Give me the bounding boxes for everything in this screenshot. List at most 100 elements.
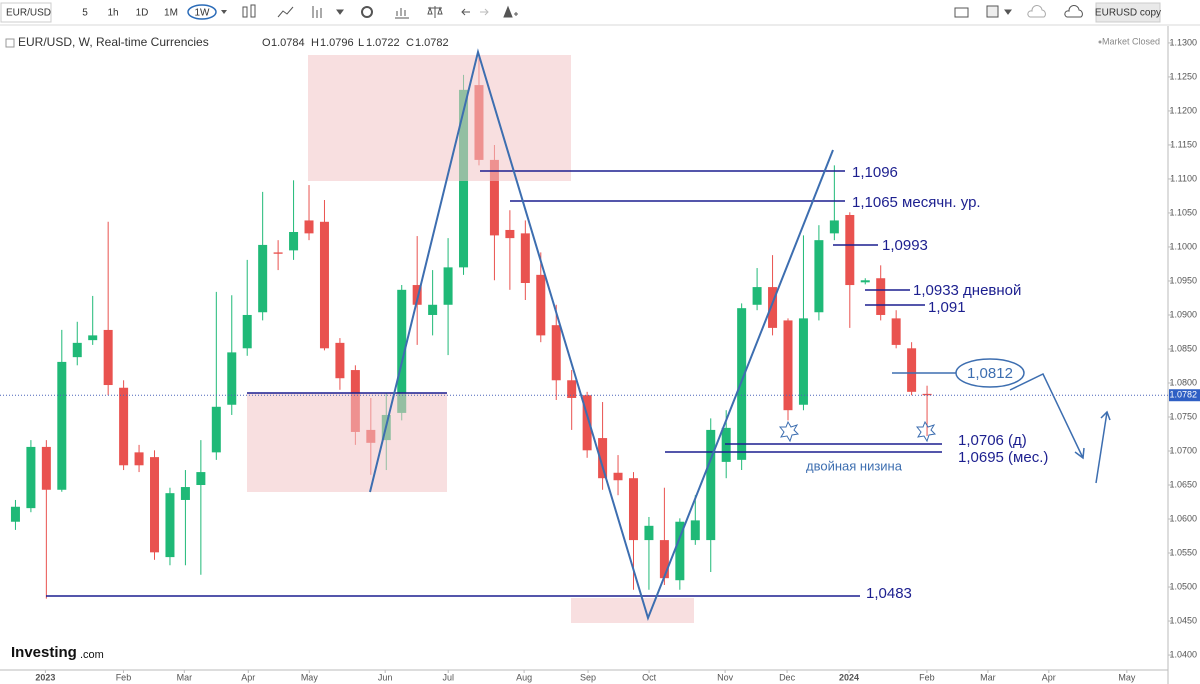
layout-box[interactable] <box>1095 2 1161 23</box>
level-labels: 1,1096 1,1065 месячн. ур. 1,0993 1,0933 … <box>806 164 1048 602</box>
y-tick-label: 1.0850 <box>1169 343 1197 353</box>
symbol[interactable]: EUR/USD <box>6 8 51 19</box>
y-tick-label: 1.0950 <box>1169 275 1197 285</box>
y-tick-label: 1.1100 <box>1170 173 1197 183</box>
y-tick-label: 1.0700 <box>1169 445 1197 455</box>
marker <box>915 420 937 443</box>
candle-body <box>860 280 870 283</box>
candle-body <box>26 446 36 509</box>
symbol-box[interactable] <box>0 2 52 23</box>
logo-name: Investing <box>11 644 77 661</box>
level-label: 1,0706 (д) <box>958 432 1027 449</box>
ohlc-key: C <box>406 37 414 49</box>
marker <box>778 420 800 443</box>
candle-body <box>567 380 577 398</box>
candle-body <box>520 233 530 284</box>
level-label: 1,0812 <box>967 365 1013 382</box>
icon-indicators[interactable] <box>395 8 409 19</box>
icon-candles[interactable] <box>250 4 256 18</box>
candle-body <box>412 285 422 305</box>
x-tick-label: Sep <box>580 672 596 682</box>
candle-body <box>536 274 546 336</box>
level-label: 1,0695 (мес.) <box>958 449 1048 466</box>
candle-body <box>721 427 731 462</box>
icon-compare[interactable] <box>427 6 443 18</box>
icon-line[interactable] <box>277 6 294 18</box>
interval[interactable]: 1W <box>195 8 211 19</box>
interval[interactable]: 5 <box>82 8 88 19</box>
layout-name[interactable]: EURUSD copy <box>1095 8 1161 19</box>
dropdown[interactable] <box>336 9 344 15</box>
icon-cloud-save[interactable] <box>1064 4 1083 18</box>
icon-candles[interactable] <box>242 6 248 18</box>
icon-alert[interactable] <box>503 5 518 18</box>
dropdown[interactable] <box>221 10 227 14</box>
level-ellipse <box>955 358 1025 388</box>
interval[interactable]: 1h <box>107 8 118 19</box>
ohlc-key: O <box>262 37 271 49</box>
level-label: 1,091 <box>928 299 966 316</box>
candle-body <box>57 361 67 490</box>
icon-redo[interactable] <box>480 8 489 16</box>
candle-body <box>706 429 716 541</box>
candle-body <box>196 472 206 486</box>
collapse-icon[interactable] <box>5 38 15 48</box>
candle-body <box>10 506 20 522</box>
ohlc-key: L <box>358 37 364 49</box>
y-tick-label: 1.1300 <box>1169 37 1197 47</box>
candle-body <box>644 525 654 541</box>
ohlc-value: 1.0782 <box>415 37 449 49</box>
y-tick-label: 1.0800 <box>1169 377 1197 387</box>
chart-title: EUR/USD, W, Real-time Currencies <box>18 35 209 49</box>
y-tick-label: 1.0900 <box>1169 309 1197 319</box>
interval[interactable]: 1D <box>136 8 149 19</box>
candle-body <box>505 229 515 239</box>
zone <box>247 393 447 492</box>
x-tick-label: 2023 <box>35 672 55 682</box>
y-tick-label: 1.0550 <box>1169 547 1197 557</box>
level-label: 1,0993 <box>882 237 928 254</box>
candle-body <box>443 267 453 305</box>
candle-body <box>737 308 747 460</box>
interval-selected <box>187 4 217 20</box>
x-tick-label: Dec <box>779 672 796 682</box>
candle-body <box>211 406 221 453</box>
logo: Investing .com <box>11 644 104 661</box>
candle-body <box>922 393 932 396</box>
x-tick-label: 2024 <box>839 672 859 682</box>
y-tick-label: 1.0400 <box>1169 649 1197 659</box>
candle-body <box>690 520 700 541</box>
zone <box>308 55 571 181</box>
interval[interactable]: 1M <box>164 8 178 19</box>
candle-body <box>319 221 329 349</box>
x-tick-label: Mar <box>980 672 996 682</box>
icon-cloud[interactable] <box>1027 4 1046 18</box>
market-status: Market Closed <box>1102 36 1160 46</box>
candle-body <box>551 325 561 381</box>
x-tick-label: May <box>1118 672 1136 682</box>
y-tick-label: 1.1250 <box>1169 71 1197 81</box>
ohlc-value: 1.0784 <box>271 37 305 49</box>
logo-suffix: .com <box>80 649 104 661</box>
candle-body <box>783 320 793 411</box>
icon-snapshot[interactable] <box>954 7 969 18</box>
icon-undo[interactable] <box>461 8 470 16</box>
x-tick-label: Jun <box>378 672 393 682</box>
zones <box>247 55 694 623</box>
candle-body <box>150 457 160 553</box>
icon-bars[interactable] <box>312 6 322 18</box>
candle-body <box>41 446 51 490</box>
icon-settings[interactable] <box>361 6 373 18</box>
candle-body <box>752 287 762 305</box>
icon-layout[interactable] <box>986 5 999 18</box>
candle-body <box>134 452 144 466</box>
chart-header: EUR/USD, W, Real-time Currencies O 1.078… <box>5 35 1160 49</box>
axes: 1.0400 1.0450 1.0500 1.0550 1.0600 1.0650 1.07… <box>0 37 1200 682</box>
zigzag <box>369 48 834 622</box>
x-tick-label: Jul <box>442 672 454 682</box>
y-tick-label: 1.0450 <box>1169 615 1197 625</box>
candle-body <box>598 438 608 479</box>
x-tick-label: Apr <box>241 672 255 682</box>
dropdown[interactable] <box>1004 9 1012 15</box>
